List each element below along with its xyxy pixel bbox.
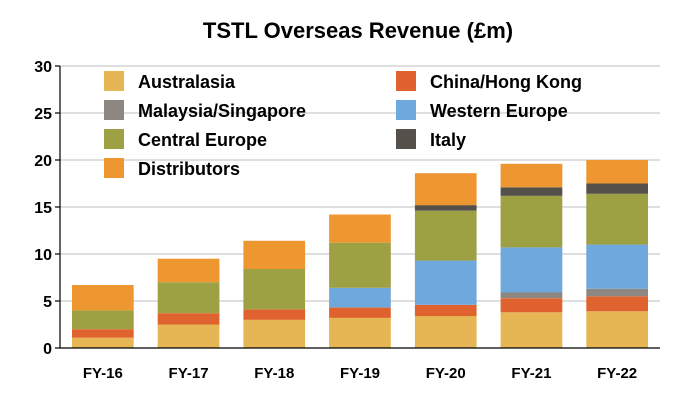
y-tick-label: 5	[43, 294, 52, 311]
bar-segment	[243, 269, 306, 310]
x-tick-label: FY-20	[426, 365, 466, 382]
legend-swatch	[104, 71, 124, 91]
bar-segment	[414, 205, 477, 211]
legend-label: Distributors	[138, 159, 240, 179]
axes: 0 5 10 15 20 25 30 FY-16 FY-17 FY-18 FY-19 FY-20 FY-…	[34, 59, 660, 382]
y-tick-label: 25	[34, 106, 52, 123]
bar-segment	[586, 193, 648, 245]
bar-segment	[157, 324, 220, 348]
legend-label: Central Europe	[138, 130, 267, 150]
bar-segment	[157, 258, 220, 283]
x-tick-label: FY-22	[597, 365, 637, 382]
bar-segment	[72, 329, 134, 338]
bar-segment	[72, 337, 134, 348]
bar-segment	[243, 309, 306, 320]
y-tick-label: 15	[34, 200, 52, 217]
y-tick-label: 10	[34, 247, 52, 264]
bar-segment	[586, 183, 648, 194]
bar-segment	[500, 247, 563, 293]
x-tick-label: FY-16	[83, 365, 123, 382]
bar-segment	[500, 195, 563, 248]
chart-title: TSTL Overseas Revenue (£m)	[203, 18, 513, 43]
bar-segment	[414, 173, 477, 206]
legend-swatch	[396, 71, 416, 91]
bar-segment	[414, 304, 477, 317]
x-tick-label: FY-17	[169, 365, 209, 382]
bar-segment	[157, 313, 220, 325]
x-tick-label: FY-21	[511, 365, 551, 382]
y-tick-label: 0	[43, 341, 52, 358]
bar-segment	[329, 214, 391, 243]
bar-segment	[500, 292, 563, 299]
legend-swatch	[104, 129, 124, 149]
bar-segment	[586, 288, 648, 297]
x-tick-label: FY-18	[254, 365, 294, 382]
legend-swatch	[104, 158, 124, 178]
bar-segment	[586, 311, 648, 348]
bar-segment	[586, 160, 648, 184]
legend-label: China/Hong Kong	[430, 72, 582, 92]
bar-segment	[500, 187, 563, 196]
bar-segment	[414, 316, 477, 348]
bar-segment	[329, 317, 391, 348]
legend: Australasia Malaysia/Singapore Central Eur…	[104, 71, 582, 179]
bar-segment	[243, 240, 306, 269]
bar-segment	[157, 282, 220, 314]
bar-segment	[72, 285, 134, 311]
legend-label: Western Europe	[430, 101, 568, 121]
bars	[72, 160, 648, 348]
legend-swatch	[396, 129, 416, 149]
bar-segment	[500, 298, 563, 313]
y-tick-label: 30	[34, 59, 52, 76]
legend-label: Australasia	[138, 72, 236, 92]
bar-segment	[243, 319, 306, 348]
legend-swatch	[396, 100, 416, 120]
bar-segment	[586, 244, 648, 289]
bar-segment	[414, 210, 477, 261]
y-tick-label: 20	[34, 153, 52, 170]
legend-label: Malaysia/Singapore	[138, 101, 306, 121]
bar-segment	[414, 260, 477, 305]
legend-swatch	[104, 100, 124, 120]
bar-segment	[329, 242, 391, 288]
bar-segment	[329, 287, 391, 308]
bar-segment	[586, 296, 648, 312]
bar-segment	[329, 307, 391, 318]
bar-segment	[500, 312, 563, 348]
bar-segment	[72, 310, 134, 330]
x-tick-label: FY-19	[340, 365, 380, 382]
legend-label: Italy	[430, 130, 466, 150]
bar-segment	[500, 163, 563, 188]
